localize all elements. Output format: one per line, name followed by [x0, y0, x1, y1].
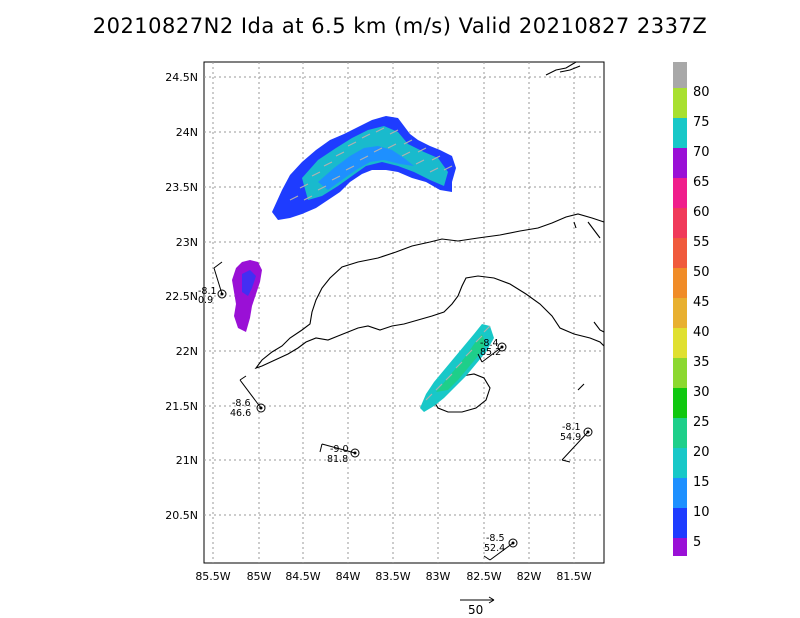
station-label-1: -8.5: [486, 533, 505, 544]
lon-label: 83.5W: [375, 570, 410, 583]
lon-label: 83W: [426, 570, 451, 583]
colorbar-label: 20: [693, 445, 710, 460]
lon-label: 85W: [247, 570, 272, 583]
lon-label: 82W: [517, 570, 542, 583]
station-label-2: 81.8: [327, 454, 348, 465]
lat-label: 23.5N: [165, 181, 198, 194]
lon-label: 85.5W: [195, 570, 230, 583]
lat-label: 20.5N: [165, 509, 198, 522]
station-label-1: -8.1: [562, 422, 581, 433]
lat-labels: 24.5N 24N 23.5N 23N 22.5N 22N 21.5N 21N …: [165, 71, 198, 522]
colorbar-label: 75: [693, 115, 710, 130]
colorbar: 80 75 70 65 60 55 50 45 40 35 30 25 20 1…: [673, 62, 710, 556]
colorbar-label: 25: [693, 415, 710, 430]
east-coastline: [573, 221, 605, 391]
keys-coastline: [545, 61, 581, 76]
lat-label: 22.5N: [165, 290, 198, 303]
colorbar-label: 60: [693, 205, 710, 220]
cuba-coastline: [254, 213, 605, 370]
colorbar-label: 80: [693, 85, 710, 100]
station-marker: -8.4 85.2: [477, 338, 507, 363]
lon-label: 81.5W: [556, 570, 591, 583]
station-label-1: -9.0: [330, 444, 349, 455]
lat-label: 24N: [176, 126, 198, 139]
north-wind-core: [302, 126, 448, 200]
station-marker: -8.1 54.9: [560, 422, 593, 463]
station-markers: -8.1 0.9 -8.4 85.2 -8.6 46.6 -9.0 81.8 -…: [198, 261, 593, 561]
reference-vector: 50: [460, 596, 495, 617]
wind-shading: [232, 116, 494, 412]
station-label-2: 54.9: [560, 432, 581, 443]
lon-labels: 85.5W 85W 84.5W 84W 83.5W 83W 82.5W 82W …: [195, 570, 591, 583]
station-marker: -8.5 52.4: [483, 533, 518, 561]
reference-vector-label: 50: [468, 603, 483, 617]
lat-label: 21N: [176, 454, 198, 467]
north-wind-inner: [318, 146, 414, 190]
colorbar-label: 30: [693, 385, 710, 400]
lon-label: 84.5W: [285, 570, 320, 583]
lat-label: 23N: [176, 236, 198, 249]
station-marker: -9.0 81.8: [319, 443, 360, 465]
west-wind-patch: [232, 260, 262, 332]
lat-label: 22N: [176, 345, 198, 358]
lat-label: 21.5N: [165, 400, 198, 413]
station-marker: -8.6 46.6: [230, 375, 266, 419]
colorbar-label: 50: [693, 265, 710, 280]
colorbar-label: 15: [693, 475, 710, 490]
colorbar-label: 55: [693, 235, 710, 250]
colorbar-label: 5: [693, 535, 701, 550]
colorbar-label: 35: [693, 355, 710, 370]
lat-label: 24.5N: [165, 71, 198, 84]
west-wind-detail: [242, 270, 256, 296]
station-marker: -8.1 0.9: [198, 261, 227, 306]
colorbar-label: 45: [693, 295, 710, 310]
lon-label: 84W: [336, 570, 361, 583]
lon-label: 82.5W: [466, 570, 501, 583]
station-label-2: 0.9: [198, 295, 213, 306]
colorbar-label: 10: [693, 505, 710, 520]
station-label-1: -8.6: [232, 398, 251, 409]
station-label-1: -8.1: [198, 286, 217, 297]
plot-frame: [203, 61, 605, 564]
station-label-2: 52.4: [484, 543, 505, 554]
station-label-1: -8.4: [480, 338, 499, 349]
colorbar-label: 65: [693, 175, 710, 190]
gridlines: [204, 62, 604, 563]
wind-vectors: [289, 127, 491, 401]
colorbar-label: 70: [693, 145, 710, 160]
colorbar-label: 40: [693, 325, 710, 340]
coastlines: [254, 61, 605, 413]
station-label-2: 46.6: [230, 408, 251, 419]
chart-title: 20210827N2 Ida at 6.5 km (m/s) Valid 202…: [92, 14, 708, 38]
station-label-2: 85.2: [480, 347, 501, 358]
